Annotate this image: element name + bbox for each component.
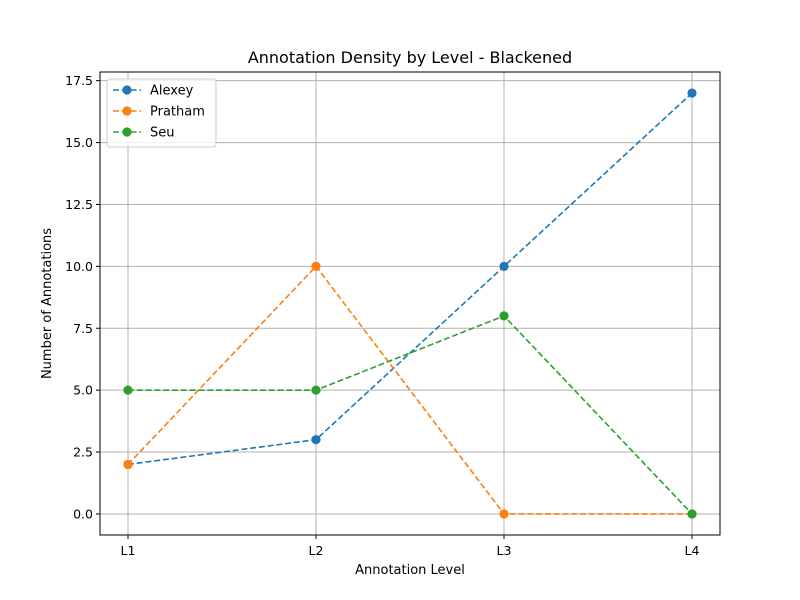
y-tick-label: 17.5 — [65, 73, 93, 88]
y-tick-label: 10.0 — [65, 259, 93, 274]
grid — [100, 72, 720, 535]
legend-box — [106, 78, 217, 148]
legend-item: Pratham — [113, 105, 205, 120]
legend-marker — [122, 106, 132, 116]
x-tick-label: L2 — [309, 543, 324, 558]
y-tick-label: 12.5 — [65, 197, 93, 212]
y-tick-label: 2.5 — [73, 445, 93, 460]
series-line — [128, 314, 693, 515]
legend-item: Alexey — [113, 84, 194, 99]
x-axis-label: Annotation Level — [355, 563, 465, 578]
chart-title: Annotation Density by Level - Blackened — [248, 48, 572, 67]
data-point — [123, 459, 133, 470]
data-point — [123, 385, 133, 395]
legend: Alexey Pratham Seu — [106, 78, 217, 148]
series-line — [127, 92, 693, 466]
legend-label: Alexey — [150, 84, 194, 99]
x-tick-label: L3 — [497, 543, 512, 558]
series-layer — [123, 88, 697, 519]
series-line — [127, 265, 692, 515]
y-tick-label: 7.5 — [73, 321, 93, 336]
x-tick-label: L1 — [121, 543, 136, 558]
data-point — [499, 509, 509, 519]
legend-label: Pratham — [150, 105, 205, 120]
plot-frame — [99, 71, 721, 536]
y-axis-ticks: 0.0 2.5 5.0 7.5 10.0 12.5 15.0 17.5 — [65, 73, 100, 521]
legend-item: Seu — [113, 126, 175, 141]
y-tick-label: 5.0 — [73, 383, 93, 398]
y-tick-label: 15.0 — [65, 135, 93, 150]
y-axis-label: Number of Annotations — [40, 228, 55, 379]
data-point — [687, 88, 697, 98]
series-seu — [123, 311, 697, 519]
legend-label: Seu — [150, 126, 175, 141]
data-point — [499, 311, 509, 321]
data-point — [687, 509, 697, 519]
data-point — [499, 261, 509, 271]
data-point — [311, 385, 321, 395]
data-point — [311, 261, 321, 271]
x-tick-label: L4 — [685, 543, 700, 558]
y-tick-label: 0.0 — [73, 506, 93, 521]
x-axis-ticks: L1 L2 L3 L4 — [121, 535, 700, 558]
legend-marker — [122, 85, 132, 95]
legend-marker — [122, 127, 132, 137]
data-point — [311, 435, 321, 445]
